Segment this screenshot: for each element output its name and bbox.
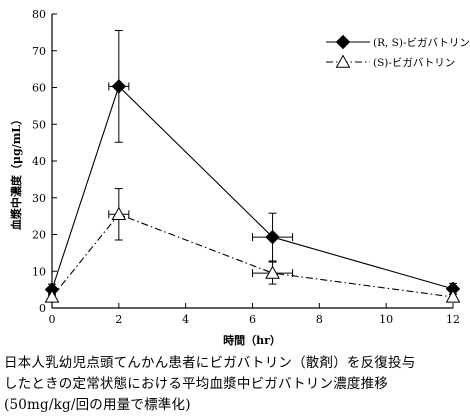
- x-tick-label: 2: [115, 313, 122, 326]
- series-group-1: [44, 30, 461, 297]
- x-tick-label: 0: [49, 313, 56, 326]
- data-point: [445, 289, 461, 303]
- figure-caption: 日本人乳幼児点頭てんかん患者にビガバトリン（散剤）を反復投与 したときの定常状態…: [4, 353, 466, 416]
- legend-label: (S)-ビガバトリン: [373, 57, 455, 69]
- y-axis-label: 血漿中濃度（μg/mL）: [9, 114, 23, 230]
- series-group-2: [44, 188, 461, 303]
- data-point: [111, 206, 127, 220]
- x-tick-label: 6: [249, 313, 256, 326]
- legend-marker: [335, 54, 351, 68]
- x-axis-label: 時間（hr）: [223, 333, 281, 347]
- legend-label: (R, S)-ビガバトリン: [373, 37, 470, 49]
- y-tick-label: 60: [32, 82, 46, 95]
- x-tick-label: 4: [182, 313, 189, 326]
- data-point: [111, 79, 127, 94]
- data-point: [265, 229, 280, 245]
- y-tick-label: 30: [32, 192, 46, 205]
- y-tick-label: 20: [32, 229, 46, 242]
- legend-marker: [335, 34, 351, 50]
- y-tick-label: 0: [39, 302, 46, 315]
- chart-series-layer: [44, 30, 461, 303]
- x-tick-label: 12: [446, 313, 460, 326]
- caption-line-2: したときの定常状態における平均血漿中ビガバトリン濃度推移: [4, 376, 389, 392]
- y-tick-label: 80: [32, 8, 46, 21]
- x-tick-label: 10: [379, 313, 393, 326]
- caption-line-1: 日本人乳幼児点頭てんかん患者にビガバトリン（散剤）を反復投与: [4, 355, 416, 371]
- chart-legend: (R, S)-ビガバトリン (S)-ビガバトリン: [326, 34, 470, 69]
- series-line: [51, 85, 454, 290]
- caption-line-3: (50mg/kg/回の用量で標準化): [4, 397, 191, 413]
- x-tick-label: 8: [316, 313, 323, 326]
- y-tick-label: 40: [32, 155, 46, 168]
- series-line: [51, 213, 454, 298]
- plasma-concentration-chart: 0 10 20 30 40 50 60 70 80 0 2 4 6 8 10 12 (R, S)-ビガバトリン…: [9, 8, 470, 347]
- chart-ticks: 0 10 20 30 40 50 60 70 80 0 2 4 6 8 10 12: [32, 8, 460, 326]
- y-tick-label: 70: [32, 45, 46, 58]
- y-tick-label: 10: [32, 265, 46, 278]
- data-point: [44, 289, 60, 303]
- data-point: [265, 265, 280, 279]
- y-tick-label: 50: [32, 118, 46, 131]
